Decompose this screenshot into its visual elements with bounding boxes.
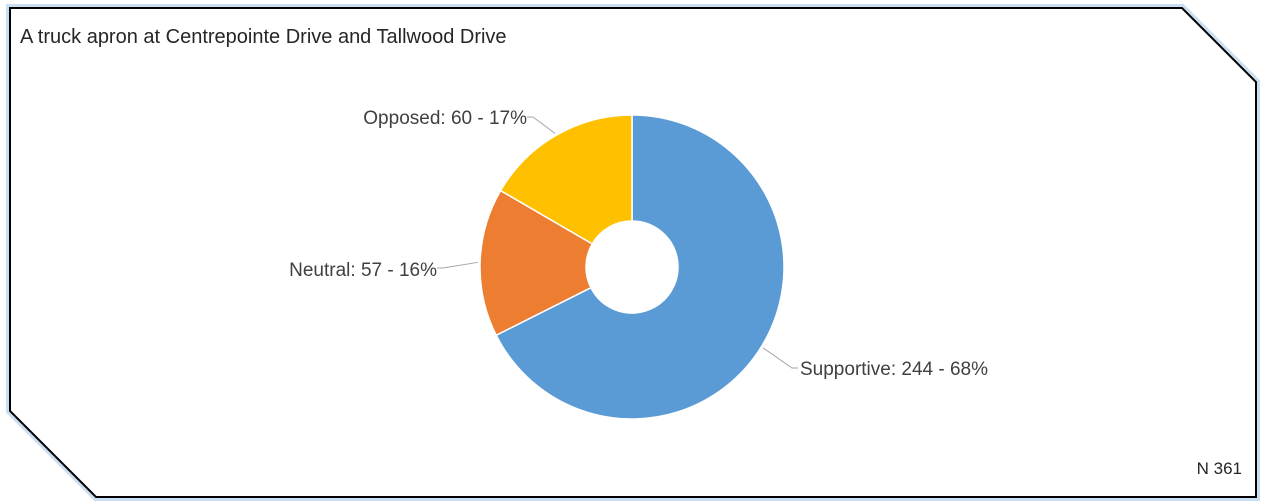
leader-line-supportive — [762, 347, 798, 369]
sample-size-label: N 361 — [1196, 459, 1242, 478]
donut-slices — [479, 114, 785, 420]
slice-opposed — [499, 114, 633, 245]
chart-frame-border — [9, 7, 1257, 498]
slice-neutral — [479, 189, 594, 337]
leader-lines — [437, 116, 798, 369]
slice-labels: Supportive: 244 - 68% Neutral: 57 - 16% Op… — [289, 108, 988, 380]
chart-title: A truck apron at Centrepointe Drive and … — [20, 26, 507, 48]
slice-supportive — [495, 114, 785, 420]
leader-line-neutral — [437, 261, 479, 269]
slice-label-opposed: Opposed: 60 - 17% — [363, 108, 527, 129]
leader-line-opposed — [527, 116, 556, 134]
slice-label-neutral: Neutral: 57 - 16% — [289, 260, 437, 281]
slice-label-supportive: Supportive: 244 - 68% — [800, 359, 988, 380]
